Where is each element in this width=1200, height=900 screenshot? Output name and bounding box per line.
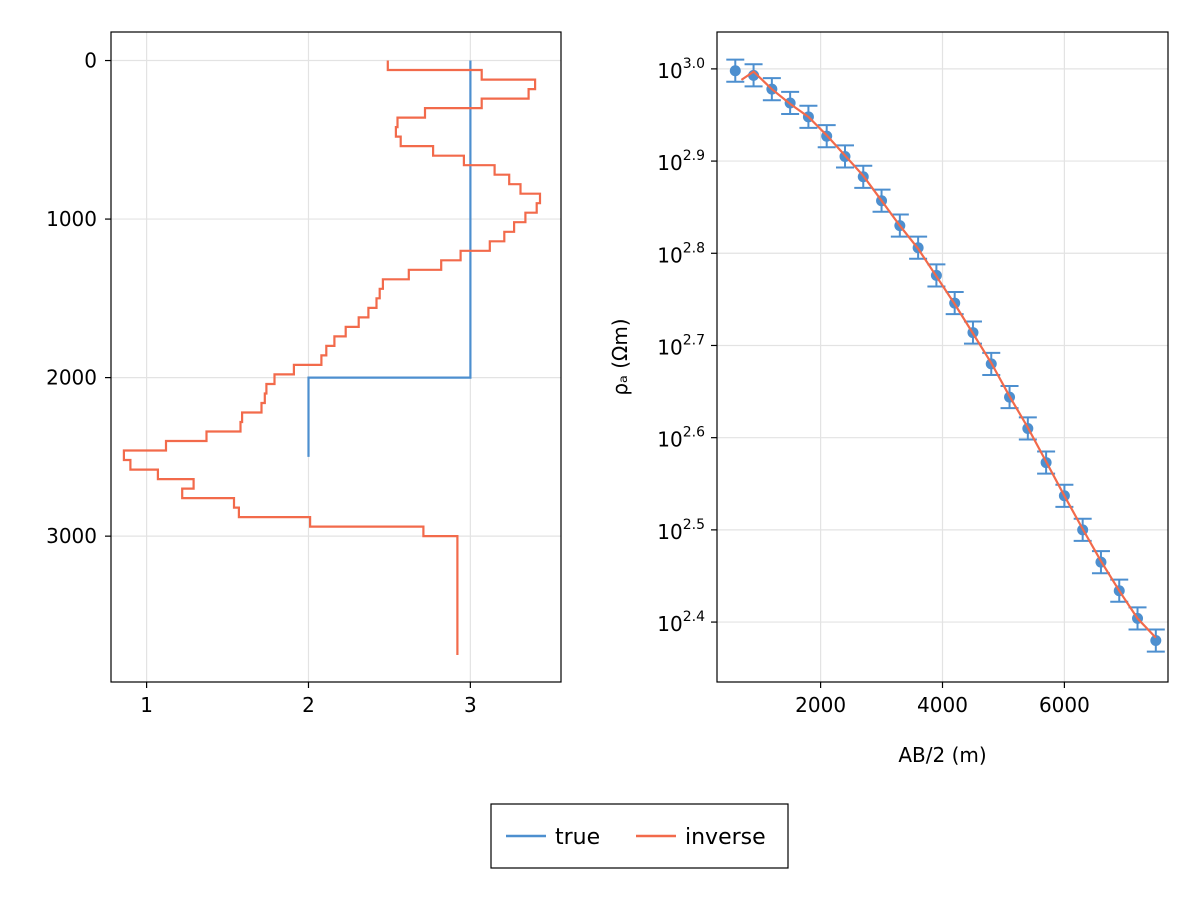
left-y-tick-label: 3000 — [46, 524, 97, 548]
x-axis-label: AB/2 (m) — [898, 743, 986, 767]
right-ticks: 2000 4000 6000 102.4 102.5 102.6 102.7 102.8 102… — [657, 56, 1090, 717]
resistivity-panel: 2000 4000 6000 102.4 102.5 102.6 102.7 102.8 102… — [608, 31, 1169, 767]
legend-label-inverse: inverse — [685, 825, 766, 850]
left-y-tick-label: 2000 — [46, 366, 97, 390]
legend-label-true: true — [555, 825, 600, 850]
right-y-tick-label: 102.8 — [657, 240, 705, 267]
left-ticks: 1 2 3 0 1000 2000 3000 — [46, 49, 477, 717]
fit-line-inverse — [740, 70, 1157, 639]
right-y-tick-label: 102.5 — [657, 517, 705, 544]
left-axes-frame — [110, 31, 562, 683]
left-series — [122, 60, 542, 655]
right-x-tick-label: 6000 — [1039, 693, 1090, 717]
left-grid — [111, 32, 561, 682]
y-axis-label: ρₐ (Ωm) — [608, 318, 632, 395]
left-x-tick-label: 2 — [302, 693, 315, 717]
right-y-tick-label: 102.7 — [657, 332, 705, 359]
right-y-tick-label: 102.4 — [657, 609, 705, 636]
right-grid — [717, 32, 1168, 682]
right-x-tick-label: 2000 — [795, 693, 846, 717]
right-series — [726, 58, 1165, 653]
legend: true inverse — [490, 803, 789, 869]
right-y-tick-label: 103.0 — [657, 56, 705, 83]
left-x-tick-label: 1 — [140, 693, 153, 717]
left-x-tick-label: 3 — [464, 693, 477, 717]
model-profile-panel: 1 2 3 0 1000 2000 3000 — [46, 31, 562, 717]
left-y-tick-label: 0 — [84, 49, 97, 73]
right-y-tick-label: 102.9 — [657, 148, 705, 175]
series-line-true — [307, 60, 472, 457]
observed-point — [726, 58, 745, 83]
right-x-tick-label: 4000 — [917, 693, 968, 717]
observed-point — [1146, 628, 1165, 653]
left-y-tick-label: 1000 — [46, 207, 97, 231]
data-point — [1150, 635, 1162, 647]
right-y-tick-label: 102.6 — [657, 425, 705, 452]
series-line-inverse — [122, 60, 542, 655]
data-point — [729, 65, 741, 77]
